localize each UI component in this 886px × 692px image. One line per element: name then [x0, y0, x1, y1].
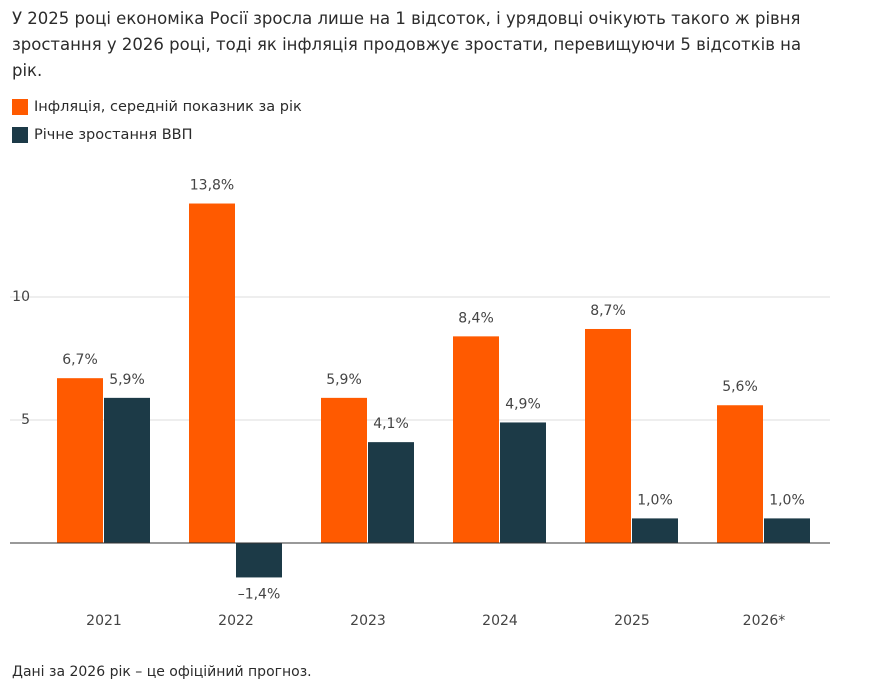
legend-label: Річне зростання ВВП: [34, 127, 193, 143]
bar: [104, 397, 150, 543]
value-label: –1,4%: [238, 586, 281, 602]
footnote: Дані за 2026 рік – це офіційний прогноз.: [12, 664, 312, 680]
value-label: 1,0%: [769, 492, 805, 508]
x-tick-label: 2023: [350, 613, 386, 629]
bar: [764, 518, 810, 543]
bar: [189, 203, 235, 543]
bar: [236, 543, 282, 578]
legend-swatch: [12, 99, 28, 115]
y-tick-label: 10: [12, 289, 30, 305]
x-tick-label: 2022: [218, 613, 254, 629]
x-tick-label: 2026*: [743, 613, 786, 629]
bar: [500, 422, 546, 543]
chart-title: У 2025 році економіка Росії зросла лише …: [12, 9, 802, 80]
value-label: 5,9%: [109, 372, 145, 388]
value-label: 8,4%: [458, 310, 494, 326]
bar: [368, 442, 414, 543]
bar: [632, 518, 678, 543]
legend-item: Річне зростання ВВП: [12, 127, 193, 143]
legend-item: Інфляція, середній показник за рік: [12, 99, 302, 115]
bar: [57, 378, 103, 543]
value-label: 1,0%: [637, 492, 673, 508]
x-tick-label: 2025: [614, 613, 650, 629]
value-label: 5,9%: [326, 372, 362, 388]
bar: [453, 336, 499, 543]
value-label: 6,7%: [62, 352, 98, 368]
legend-label: Інфляція, середній показник за рік: [34, 99, 302, 115]
bar: [717, 405, 763, 543]
value-label: 5,6%: [722, 379, 758, 395]
value-label: 13,8%: [190, 178, 234, 194]
value-label: 8,7%: [590, 303, 626, 319]
bar: [585, 328, 631, 543]
value-label: 4,9%: [505, 396, 541, 412]
bar: [321, 397, 367, 543]
y-tick-label: 5: [21, 412, 30, 428]
x-tick-label: 2024: [482, 613, 518, 629]
x-tick-label: 2021: [86, 613, 122, 629]
value-label: 4,1%: [373, 416, 409, 432]
legend-swatch: [12, 127, 28, 143]
